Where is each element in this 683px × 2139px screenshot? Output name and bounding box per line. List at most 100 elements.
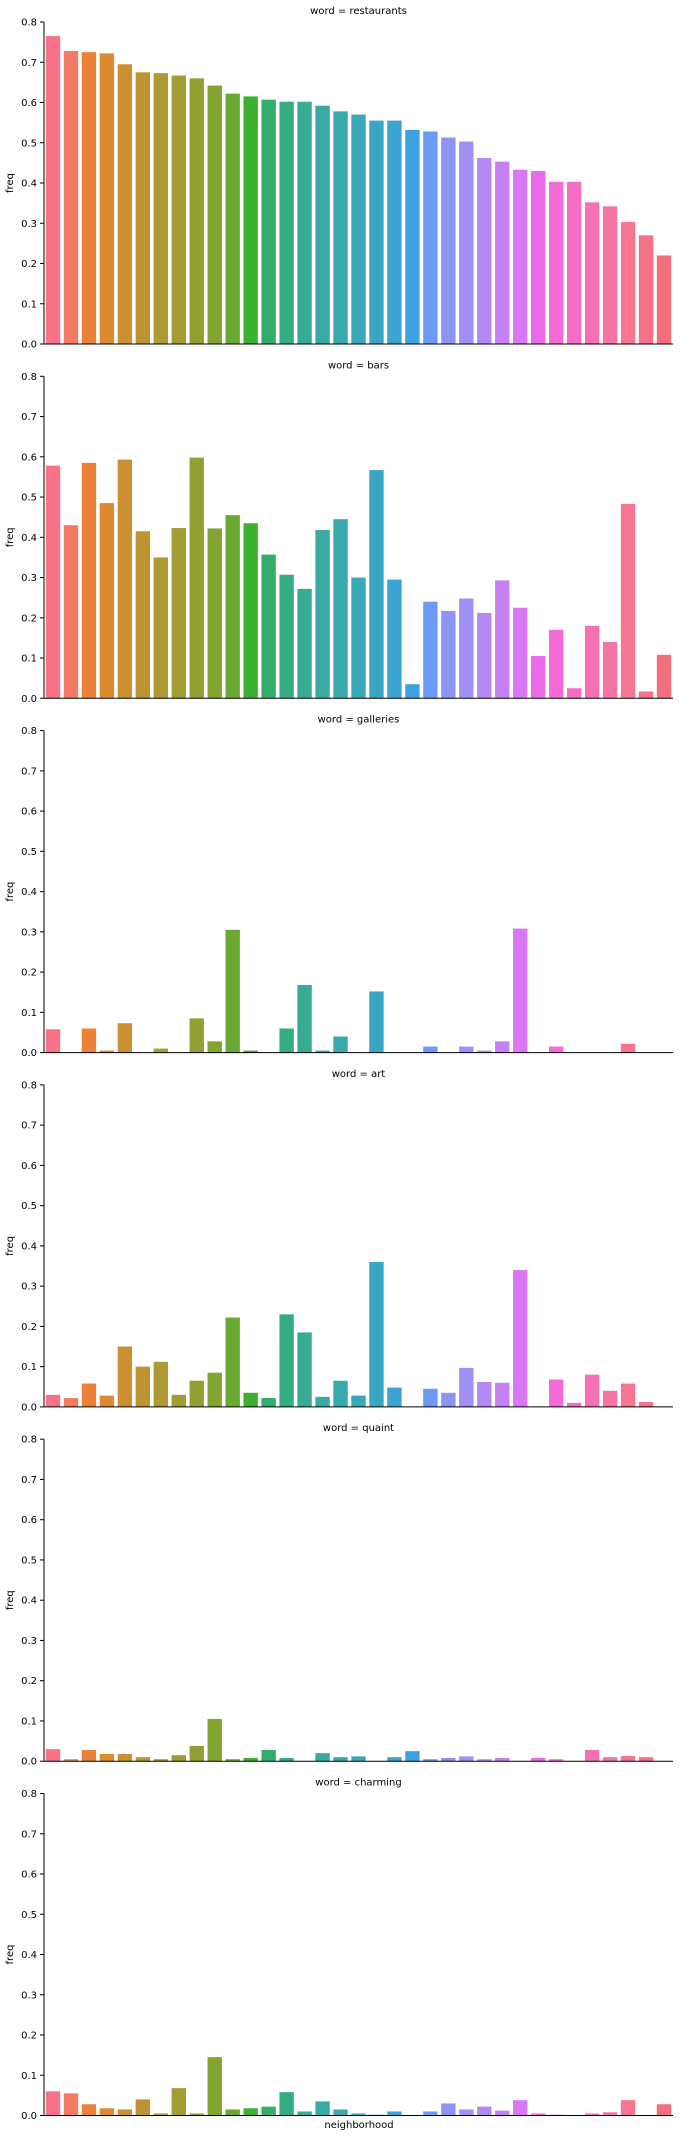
y-tick-label: 0.0 [21, 694, 37, 705]
bar [315, 1050, 330, 1053]
bar [656, 2104, 672, 2116]
bar [99, 1395, 115, 1407]
y-tick-label: 0.5 [21, 847, 37, 858]
bar [441, 137, 456, 344]
bar [225, 93, 240, 345]
bar [207, 528, 222, 699]
y-tick-label: 0.1 [21, 654, 37, 665]
bar [477, 1050, 492, 1053]
bar [63, 50, 79, 344]
y-axis-label: freq [5, 173, 16, 193]
bar [620, 2100, 636, 2116]
panel-title: word = galleries [318, 715, 400, 726]
bar [45, 465, 61, 699]
y-tick-label: 0.0 [21, 340, 37, 351]
bar [261, 1398, 276, 1407]
bar [549, 1759, 564, 1762]
bar [333, 1380, 348, 1407]
facet-panel-4: word = art 0.0 0.1 0.2 0.3 0.4 0.5 0.6 0.7 0.8 fre… [5, 1069, 673, 1413]
bar [225, 2109, 240, 2116]
bar [351, 1756, 366, 1762]
y-tick-label: 0.4 [21, 1241, 37, 1252]
bar [45, 36, 61, 345]
facet-panel-2: word = bars 0.0 0.1 0.2 0.3 0.4 0.5 0.6 0.7 0.8 fr… [5, 360, 673, 705]
bar [495, 580, 510, 699]
bar [261, 99, 276, 345]
y-tick-label: 0.6 [21, 452, 37, 463]
bar [315, 105, 330, 344]
bar [656, 654, 672, 699]
bar [620, 1043, 636, 1053]
bar [81, 1749, 97, 1762]
bar [531, 1757, 546, 1762]
bar [531, 2113, 546, 2116]
bar [405, 1751, 420, 1762]
y-tick-label: 0.8 [21, 18, 37, 29]
bar [495, 161, 510, 344]
bar [477, 1381, 492, 1407]
bar [369, 1262, 384, 1407]
bar [477, 158, 492, 344]
y-axis-label: freq [5, 1590, 16, 1610]
bar [495, 2110, 510, 2116]
y-tick-label: 0.6 [21, 1161, 37, 1172]
y-tick-label: 0.4 [21, 179, 37, 190]
facet-panel-3: word = galleries 0.0 0.1 0.2 0.3 0.4 0.5 0.6 0.7… [5, 715, 673, 1059]
bar [405, 129, 420, 344]
y-tick-label: 0.1 [21, 2071, 37, 2082]
bar [81, 2104, 97, 2116]
bar [495, 1382, 510, 1407]
y-tick-label: 0.6 [21, 807, 37, 818]
bar [243, 523, 258, 699]
bar [333, 111, 348, 344]
y-tick-label: 0.2 [21, 613, 37, 624]
bar [620, 1755, 636, 1762]
y-tick-label: 0.5 [21, 1555, 37, 1566]
bar [117, 2109, 133, 2116]
bar [153, 1361, 169, 1407]
y-tick-label: 0.8 [21, 372, 37, 383]
bar [189, 457, 204, 699]
bar [620, 1383, 636, 1407]
bar [423, 2111, 438, 2116]
bar [459, 141, 474, 344]
bar [207, 2057, 222, 2116]
bar [279, 1028, 294, 1053]
bar [315, 530, 330, 699]
panel-title: word = quaint [323, 1423, 394, 1434]
bar [45, 1029, 61, 1053]
bar [423, 131, 438, 344]
bar [99, 503, 115, 699]
bar [549, 629, 564, 699]
bar [315, 2101, 330, 2116]
y-tick-label: 0.2 [21, 1676, 37, 1687]
bar [117, 1753, 133, 1762]
bar [225, 515, 240, 699]
y-tick-label: 0.8 [21, 1789, 37, 1800]
bar [513, 169, 528, 344]
bar [63, 525, 79, 699]
bar [135, 1757, 151, 1762]
bar [189, 78, 204, 344]
bar [369, 120, 384, 344]
bar [477, 612, 492, 699]
y-tick-label: 0.4 [21, 533, 37, 544]
bar [638, 691, 654, 699]
bar [531, 170, 546, 344]
y-tick-label: 0.3 [21, 927, 37, 938]
y-tick-label: 0.2 [21, 968, 37, 979]
bar [495, 1041, 510, 1053]
x-axis-label: neighborhood [324, 2120, 393, 2131]
bar [387, 1757, 402, 1762]
bar [477, 1759, 492, 1762]
bar [153, 2113, 169, 2116]
bar [135, 531, 151, 699]
bar [297, 2111, 312, 2116]
bar [225, 1317, 240, 1407]
bar [171, 2088, 186, 2116]
y-tick-label: 0.8 [21, 726, 37, 737]
bar [315, 1396, 330, 1407]
facet-panel-1: word = restaurants 0.0 0.1 0.2 0.3 0.4 0.5 0.6 0… [5, 6, 673, 351]
bar [656, 255, 672, 344]
bar [315, 1753, 330, 1762]
